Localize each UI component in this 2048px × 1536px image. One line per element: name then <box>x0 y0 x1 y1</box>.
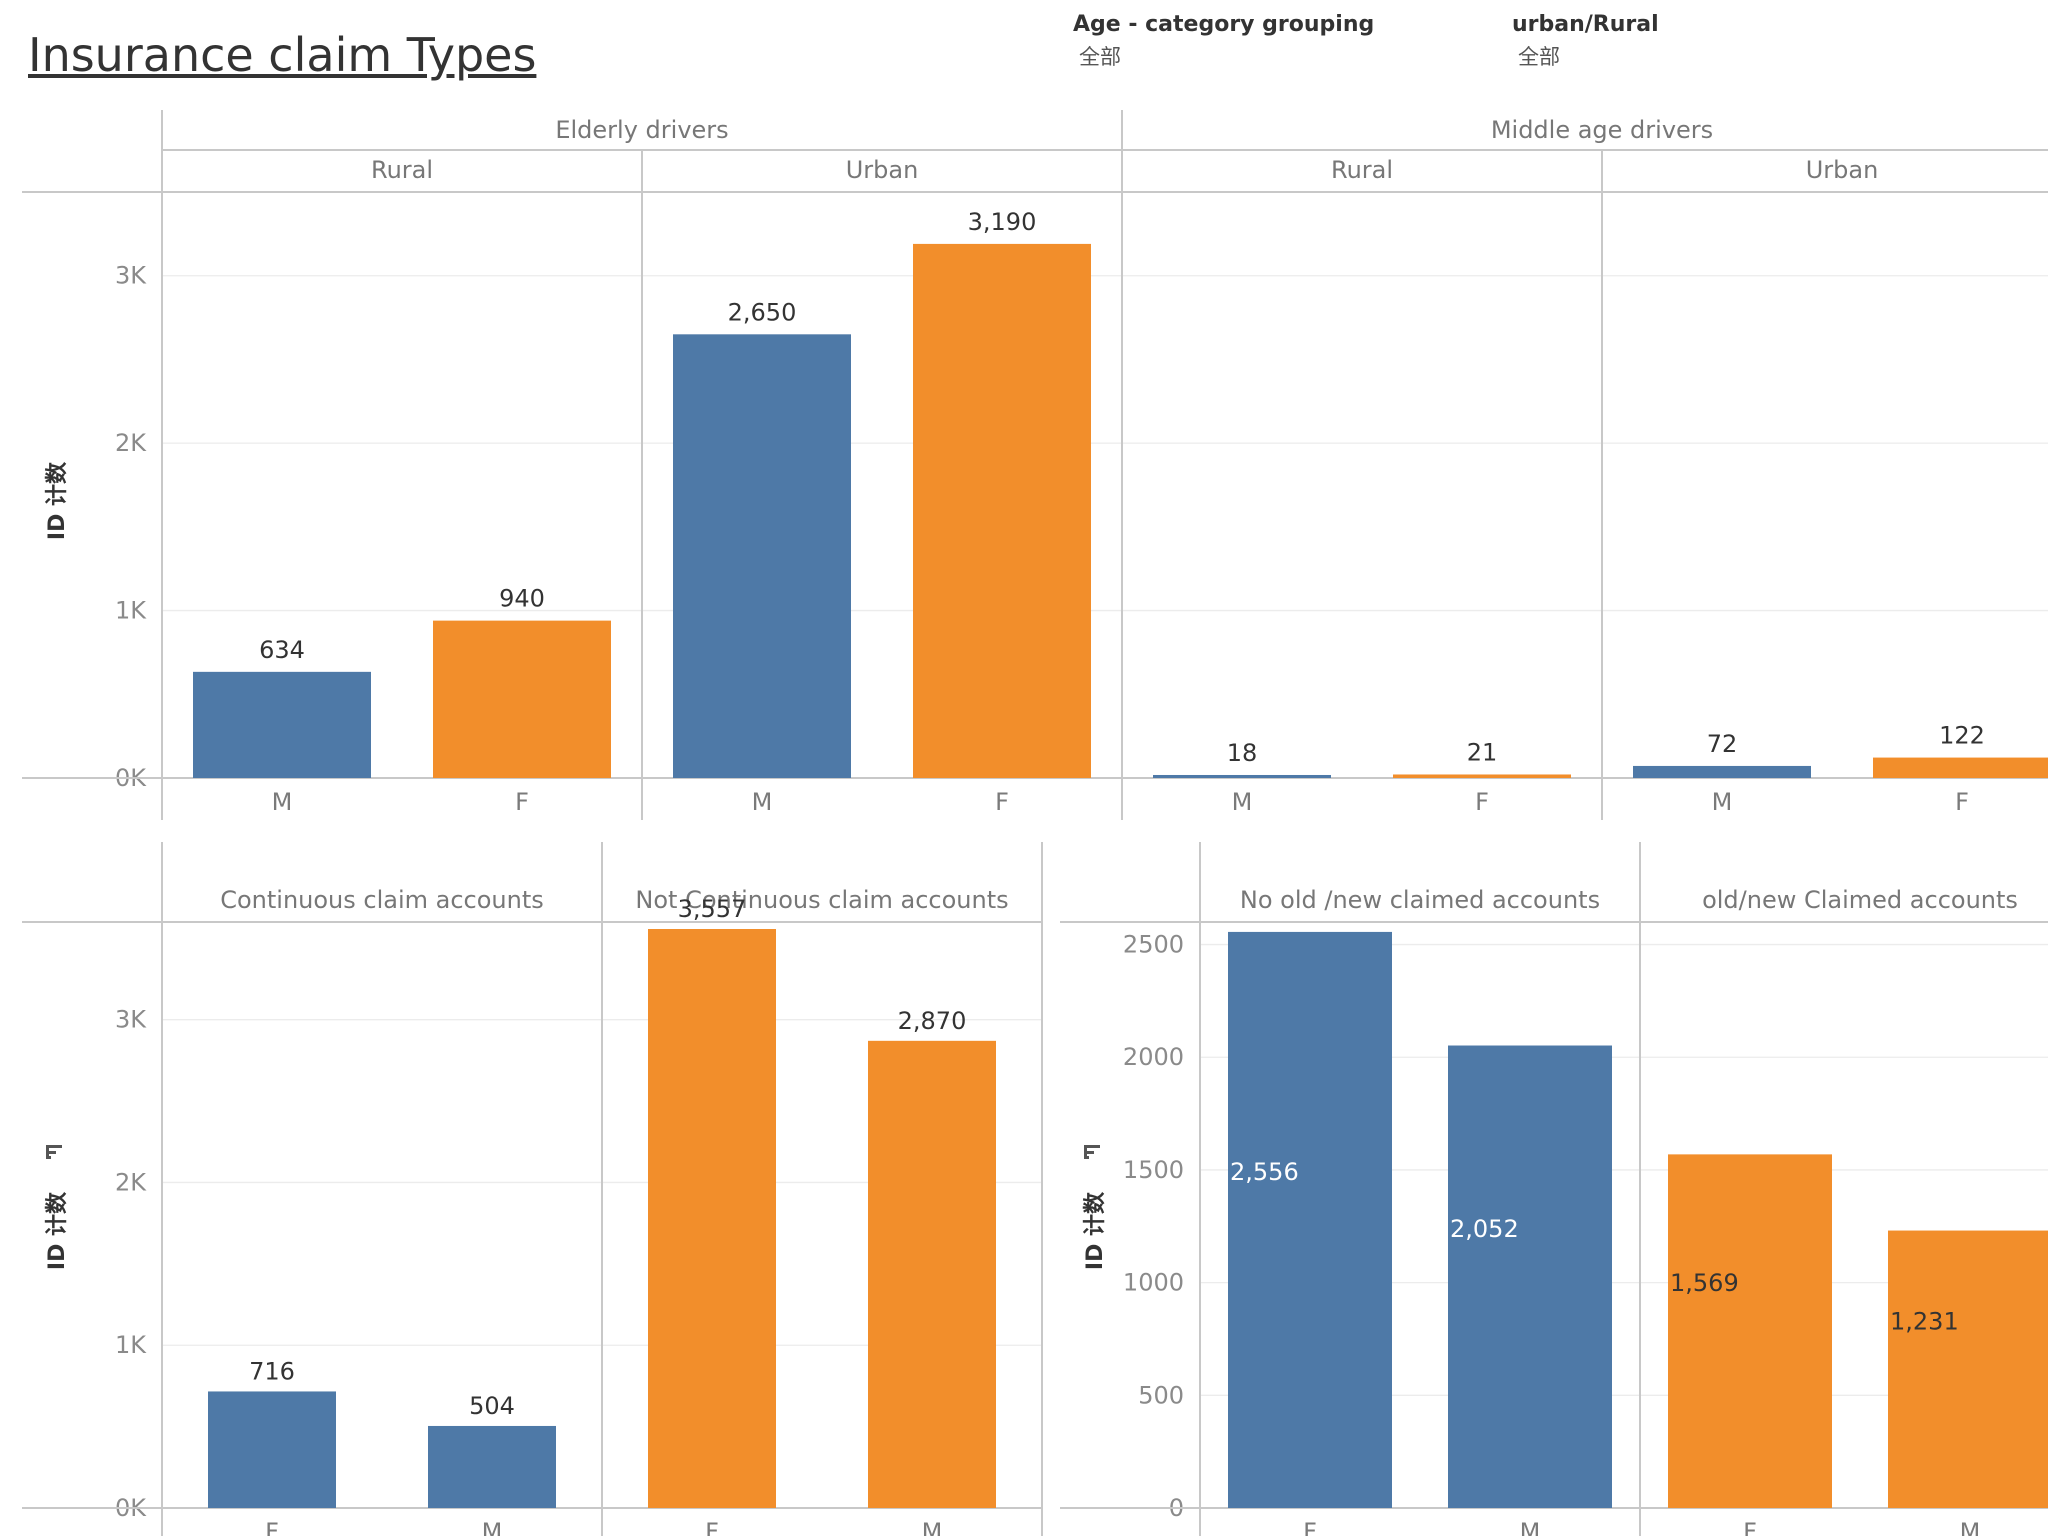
x-tick-label: M <box>1712 788 1733 816</box>
y-tick-label: 2K <box>115 429 147 457</box>
bar <box>208 1391 336 1508</box>
bar <box>433 620 611 778</box>
y-tick-label: 1K <box>115 597 147 625</box>
data-label: 2,870 <box>898 1007 967 1035</box>
x-tick-label: M <box>752 788 773 816</box>
sort-icon[interactable] <box>46 1145 62 1159</box>
x-tick-label: M <box>922 1518 943 1536</box>
bar <box>1633 765 1811 778</box>
bar <box>648 928 776 1508</box>
data-label: 2,650 <box>728 298 797 326</box>
data-label: 634 <box>259 636 305 664</box>
panel-header: Not Continuous claim accounts <box>635 886 1008 914</box>
subgroup-header: Rural <box>1331 156 1393 184</box>
bar <box>1228 931 1392 1508</box>
data-label: 716 <box>249 1357 295 1385</box>
bar <box>868 1040 996 1508</box>
x-tick-label: F <box>1303 1518 1317 1536</box>
x-tick-label: F <box>1955 788 1969 816</box>
panel-header: Continuous claim accounts <box>220 886 544 914</box>
group-header: Elderly drivers <box>555 116 728 144</box>
subgroup-header: Urban <box>846 156 919 184</box>
bar <box>1873 757 2048 778</box>
data-label: 940 <box>499 585 545 613</box>
y-tick-label: 3K <box>115 262 147 290</box>
data-label: 3,190 <box>968 208 1037 236</box>
sort-icon-bar <box>1084 1145 1100 1148</box>
y-tick-label: 1K <box>115 1331 147 1359</box>
y-tick-label: 1500 <box>1123 1156 1184 1184</box>
sort-icon[interactable] <box>1084 1145 1100 1159</box>
data-label: 1,569 <box>1670 1269 1739 1297</box>
sort-icon-bar <box>46 1151 56 1154</box>
panel-header: old/new Claimed accounts <box>1702 886 2018 914</box>
bar <box>1393 774 1571 778</box>
data-label: 3,557 <box>678 895 747 923</box>
y-axis-title: ID 计数 <box>1082 1191 1108 1270</box>
age-category-filter[interactable]: Age - category grouping 全部 <box>1073 12 1374 71</box>
urban-rural-filter[interactable]: urban/Rural 全部 <box>1512 12 1659 71</box>
bar <box>428 1425 556 1508</box>
dashboard-title: Insurance claim Types <box>28 28 537 82</box>
filter-label: Age - category grouping <box>1073 12 1375 37</box>
sort-icon-bar <box>1084 1151 1094 1154</box>
bar <box>1668 1154 1832 1508</box>
group-header: Middle age drivers <box>1491 116 1713 144</box>
data-label: 18 <box>1227 739 1258 767</box>
y-axis-title: ID 计数 <box>44 1191 70 1270</box>
y-tick-label: 2500 <box>1123 931 1184 959</box>
x-tick-label: F <box>995 788 1009 816</box>
data-label: 504 <box>469 1392 515 1420</box>
filter-label: urban/Rural <box>1512 12 1659 37</box>
bar <box>913 243 1091 779</box>
bar <box>1888 1230 2048 1508</box>
data-label: 21 <box>1467 738 1498 766</box>
data-label: 72 <box>1707 730 1738 758</box>
x-tick-label: M <box>1960 1518 1981 1536</box>
x-tick-label: F <box>265 1518 279 1536</box>
data-label: 1,231 <box>1890 1307 1959 1335</box>
filter-value[interactable]: 全部 <box>1079 45 1121 69</box>
x-tick-label: F <box>1743 1518 1757 1536</box>
bar <box>673 334 851 778</box>
panel-header: No old /new claimed accounts <box>1240 886 1600 914</box>
subgroup-header: Rural <box>371 156 433 184</box>
x-tick-label: M <box>1232 788 1253 816</box>
x-tick-label: M <box>1520 1518 1541 1536</box>
y-tick-label: 2K <box>115 1168 147 1196</box>
data-label: 2,052 <box>1450 1215 1519 1243</box>
x-tick-label: M <box>482 1518 503 1536</box>
subgroup-header: Urban <box>1806 156 1879 184</box>
x-tick-label: F <box>515 788 529 816</box>
y-tick-label: 1000 <box>1123 1269 1184 1297</box>
x-tick-label: M <box>272 788 293 816</box>
bar <box>193 671 371 778</box>
x-tick-label: F <box>1475 788 1489 816</box>
bar <box>1153 774 1331 778</box>
y-axis-title: ID 计数 <box>44 461 70 540</box>
y-tick-label: 2000 <box>1123 1043 1184 1071</box>
x-tick-label: F <box>705 1518 719 1536</box>
data-label: 2,556 <box>1230 1158 1299 1186</box>
data-label: 122 <box>1939 722 1985 750</box>
bar <box>1448 1045 1612 1508</box>
sort-icon-bar <box>46 1145 62 1148</box>
sort-icon-bar <box>46 1156 51 1159</box>
y-tick-label: 3K <box>115 1006 147 1034</box>
filter-value[interactable]: 全部 <box>1518 45 1560 69</box>
sort-icon-bar <box>1084 1156 1089 1159</box>
y-tick-label: 500 <box>1138 1381 1184 1409</box>
